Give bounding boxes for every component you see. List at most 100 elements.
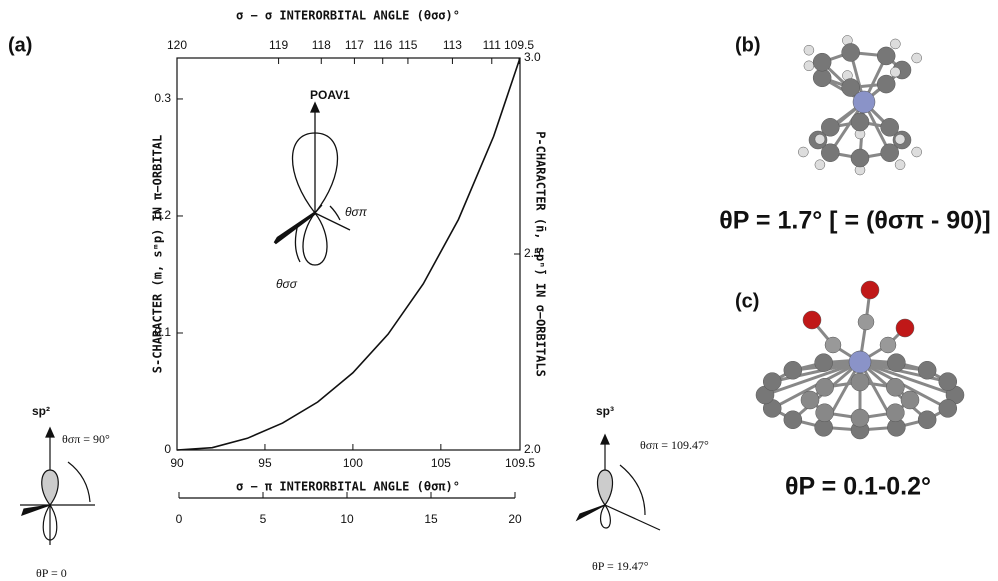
atom [812,52,832,72]
plot-frame [176,57,521,451]
atom [841,78,860,97]
atom [857,313,875,331]
atom [812,68,832,88]
atom [824,336,842,354]
arrow-head [309,101,321,113]
atom [803,44,815,56]
x-tick-label: 95 [258,456,272,470]
atom [880,118,899,137]
atom [814,134,826,145]
atom [895,318,915,338]
bond [314,204,323,214]
atom [803,60,815,72]
lower-lobe [42,503,58,541]
atom [911,52,922,64]
theta-label: θP = 19.47° [592,559,649,573]
x3-tick-label: 15 [424,512,438,526]
lower-lobe [302,211,328,266]
atom [886,403,905,422]
atom [886,378,905,397]
atom [876,46,896,66]
atom [860,280,880,300]
bond-wedge [575,504,606,522]
y-tick-label: 0.1 [154,325,171,339]
atom [890,66,901,78]
x-tick-label: 109.5 [505,456,535,470]
y-axis-title: S-CHARACTER (m, sᵐp) IN π−ORBITAL [151,135,165,373]
arrow-head [45,426,55,438]
angle-arc [67,461,91,503]
x2-tick-label: 117 [345,38,364,52]
bond-wedge [21,504,51,516]
atom [938,399,958,418]
y2-tick-label: 2.5 [524,246,541,260]
atom [798,146,809,158]
bond [604,504,661,531]
panel-label: (a) [8,34,32,56]
atom [850,148,870,168]
atom [850,408,870,428]
y2-axis-title: P-CHARACTER (n̄, spⁿ̄) IN σ−ORBITALS [534,131,548,377]
atom [762,372,782,391]
sp3-sketch [575,433,661,531]
x2-tick-label: 111 [483,38,502,52]
atom [894,134,906,145]
x2-tick-label: 118 [312,38,331,52]
panel-label: (c) [735,290,759,312]
x-tick-label: 90 [170,456,184,470]
bond [859,360,949,384]
atom [894,159,906,170]
atom [814,353,833,372]
annotation: θσπ [345,205,368,219]
bond-wedge [273,211,316,245]
y2-tick-label: 3.0 [524,50,541,64]
caption: θP = 1.7° [ = (θσπ - 90)] [719,207,991,235]
top-axis-title: σ − σ INTERORBITAL ANGLE (θσσ)° [236,9,460,23]
inset-orbital [273,101,351,266]
y-tick-label: 0.3 [154,91,171,105]
lower-lobe [600,503,611,529]
atom [876,74,896,94]
bond [764,360,861,397]
hybrid-label: sp³ [596,404,614,418]
atom [938,372,958,391]
atom [802,310,822,330]
upper-lobe [41,469,59,506]
atom [890,38,901,50]
molecule-images [755,35,965,440]
annotation: θσσ [276,277,298,291]
atom [783,410,803,429]
x3-tick-label: 20 [508,512,522,526]
upper-lobe [596,469,614,507]
x-tick-label: 100 [343,456,363,470]
atom [841,43,860,62]
x-axis-title: σ − π INTERORBITAL ANGLE (θσπ)° [236,480,460,494]
atom [821,143,840,162]
atom [821,118,840,137]
atom [848,350,872,374]
atom [911,146,922,158]
x3-tick-label: 0 [176,512,183,526]
angle-arc [294,223,301,263]
atom [887,353,906,372]
x3-tick-label: 10 [340,512,354,526]
angle-arc [619,464,646,516]
sp2-sketch [20,426,95,545]
x2-tick-label: 115 [398,38,417,52]
angle-label: θσπ = 109.47° [640,438,709,452]
atom [783,361,803,380]
atom [880,143,899,162]
x-tick-label: 105 [431,456,451,470]
angle-arc [329,205,341,221]
x2-tick-label: 119 [269,38,288,52]
y-tick-label: 0 [164,442,171,456]
annotation: POAV1 [310,88,350,102]
x2-tick-label: 109.5 [504,38,534,52]
panel-label: (b) [735,34,761,56]
atom [850,372,870,392]
atom [917,410,937,429]
atom [815,378,834,397]
atom [879,336,897,354]
theta-label: θP = 0 [36,566,67,580]
